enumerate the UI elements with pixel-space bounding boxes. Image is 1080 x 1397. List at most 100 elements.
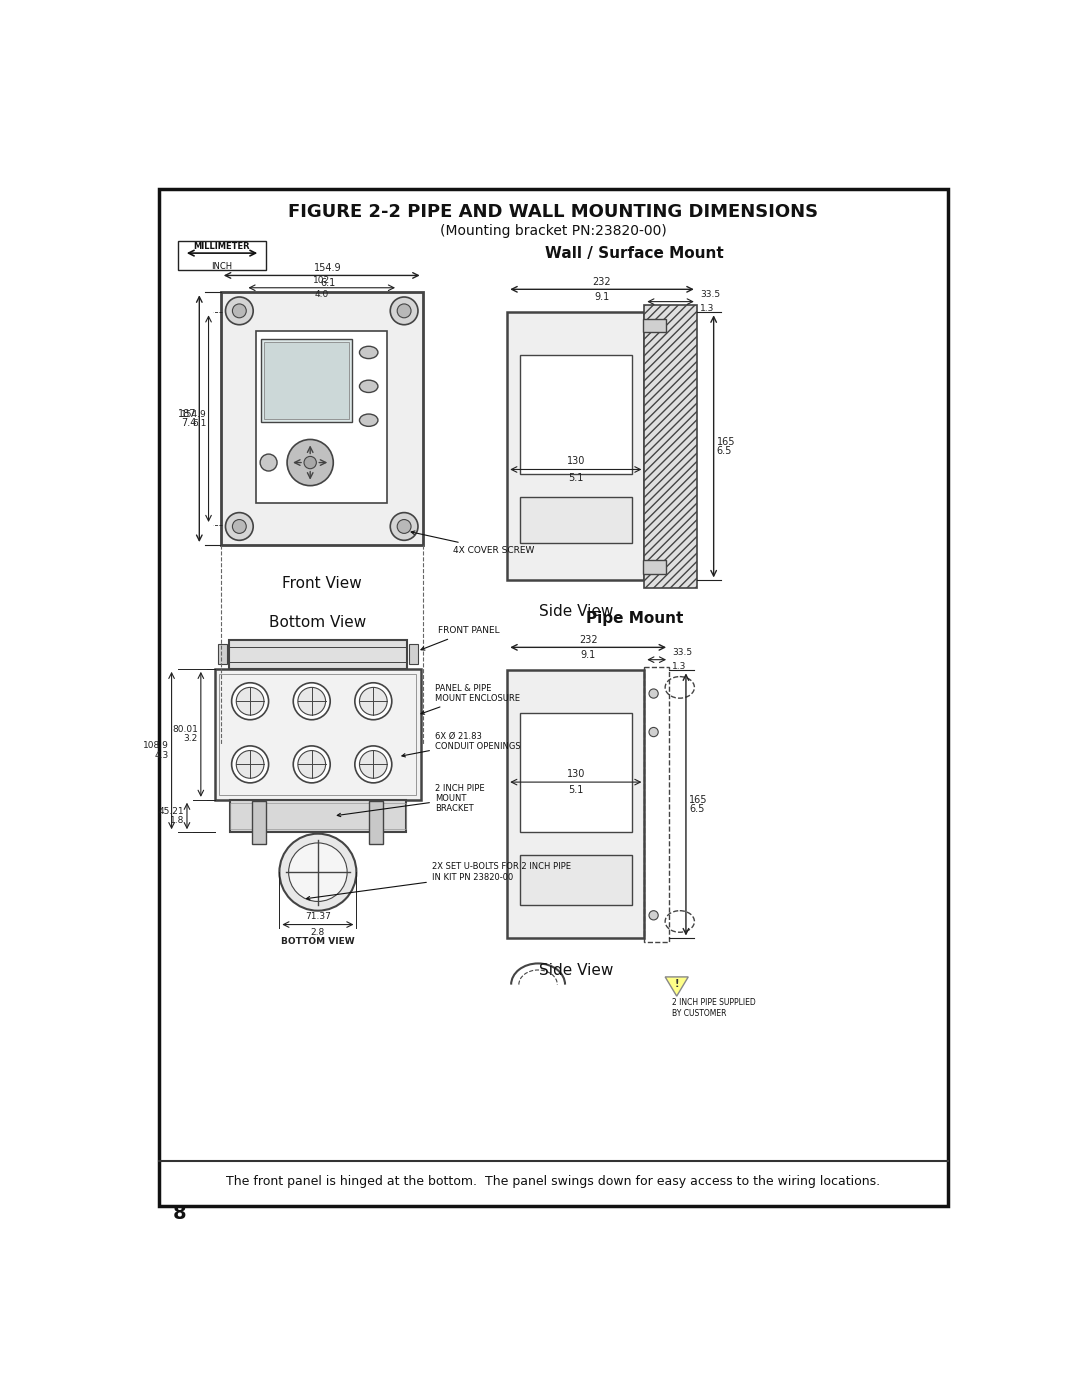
Bar <box>519 855 632 905</box>
Circle shape <box>298 750 325 778</box>
Text: 6.1: 6.1 <box>192 419 207 427</box>
Text: 6.1: 6.1 <box>321 278 336 288</box>
Text: 1.8: 1.8 <box>170 816 184 826</box>
Bar <box>519 712 632 833</box>
Text: 6.5: 6.5 <box>717 446 732 455</box>
Circle shape <box>294 746 330 782</box>
Text: 187: 187 <box>178 409 197 419</box>
Bar <box>369 802 383 844</box>
Text: 4.3: 4.3 <box>154 750 168 760</box>
Text: 154.9: 154.9 <box>181 409 207 419</box>
Text: 232: 232 <box>579 636 597 645</box>
Text: PANEL & PIPE
MOUNT ENCLOSURE: PANEL & PIPE MOUNT ENCLOSURE <box>421 685 519 714</box>
Text: 33.5: 33.5 <box>672 648 692 658</box>
Text: 165: 165 <box>717 437 735 447</box>
Text: Side View: Side View <box>539 604 613 619</box>
Text: FIGURE 2-2 PIPE AND WALL MOUNTING DIMENSIONS: FIGURE 2-2 PIPE AND WALL MOUNTING DIMENS… <box>288 204 819 221</box>
Bar <box>230 803 406 828</box>
Bar <box>519 497 632 543</box>
Text: 2.8: 2.8 <box>311 928 325 936</box>
Circle shape <box>237 687 264 715</box>
Circle shape <box>360 750 387 778</box>
Text: BOTTOM VIEW: BOTTOM VIEW <box>281 937 354 946</box>
Circle shape <box>237 750 264 778</box>
Bar <box>253 802 267 844</box>
Text: 1.3: 1.3 <box>700 305 714 313</box>
Bar <box>215 669 421 800</box>
Text: 130: 130 <box>567 768 585 780</box>
Text: Pipe Mount: Pipe Mount <box>585 610 683 626</box>
Text: 102: 102 <box>313 277 330 285</box>
Circle shape <box>232 305 246 317</box>
Text: 108.9: 108.9 <box>143 742 168 750</box>
Circle shape <box>390 513 418 541</box>
Bar <box>229 640 407 669</box>
Ellipse shape <box>360 414 378 426</box>
Text: 130: 130 <box>567 457 585 467</box>
Text: 4.0: 4.0 <box>314 291 328 299</box>
Bar <box>230 800 406 833</box>
Text: 33.5: 33.5 <box>700 291 720 299</box>
Bar <box>519 355 632 474</box>
Polygon shape <box>665 977 688 996</box>
Circle shape <box>355 683 392 719</box>
Bar <box>645 305 697 588</box>
Text: 8: 8 <box>173 1204 187 1222</box>
Circle shape <box>226 513 253 541</box>
Bar <box>508 313 645 580</box>
Bar <box>220 292 422 545</box>
Circle shape <box>298 687 325 715</box>
Text: Bottom View: Bottom View <box>269 615 366 630</box>
Text: 165: 165 <box>689 795 707 805</box>
Text: 9.1: 9.1 <box>581 650 596 659</box>
Circle shape <box>288 842 347 901</box>
Text: 71.37: 71.37 <box>305 912 330 922</box>
Text: Side View: Side View <box>539 964 613 978</box>
Ellipse shape <box>360 380 378 393</box>
Circle shape <box>231 683 269 719</box>
Text: FRONT PANEL: FRONT PANEL <box>421 626 500 650</box>
Circle shape <box>280 834 356 911</box>
Circle shape <box>260 454 278 471</box>
Circle shape <box>390 298 418 324</box>
Text: 6.5: 6.5 <box>689 805 704 814</box>
Circle shape <box>355 746 392 782</box>
Text: 7.4: 7.4 <box>180 418 197 429</box>
Text: 2 INCH PIPE SUPPLIED
BY CUSTOMER: 2 INCH PIPE SUPPLIED BY CUSTOMER <box>672 999 756 1018</box>
Circle shape <box>649 728 658 736</box>
Circle shape <box>232 520 246 534</box>
Text: 9.1: 9.1 <box>594 292 609 302</box>
Circle shape <box>649 689 658 698</box>
Text: 4X COVER SCREW: 4X COVER SCREW <box>411 531 535 555</box>
Text: (Mounting bracket PN:23820-00): (Mounting bracket PN:23820-00) <box>441 224 666 237</box>
Text: 1.3: 1.3 <box>672 662 687 671</box>
Bar <box>218 644 227 665</box>
Text: INCH: INCH <box>211 261 232 271</box>
Bar <box>408 644 418 665</box>
Text: MILLIMETER: MILLIMETER <box>193 242 249 251</box>
Bar <box>261 338 352 422</box>
Text: Wall / Surface Mount: Wall / Surface Mount <box>545 246 724 261</box>
Text: !: ! <box>674 979 679 989</box>
Bar <box>178 240 267 270</box>
Text: 3.2: 3.2 <box>184 735 198 743</box>
Text: The front panel is hinged at the bottom.  The panel swings down for easy access : The front panel is hinged at the bottom.… <box>227 1175 880 1187</box>
Bar <box>643 560 666 574</box>
Circle shape <box>360 687 387 715</box>
Text: 2X SET U-BOLTS FOR 2 INCH PIPE
IN KIT PN 23820-00: 2X SET U-BOLTS FOR 2 INCH PIPE IN KIT PN… <box>307 862 571 900</box>
Ellipse shape <box>360 346 378 359</box>
Circle shape <box>231 746 269 782</box>
Circle shape <box>294 683 330 719</box>
Text: 6X Ø 21.83
CONDUIT OPENINGS: 6X Ø 21.83 CONDUIT OPENINGS <box>402 732 521 757</box>
Text: 154.9: 154.9 <box>314 263 341 274</box>
Text: 2 INCH PIPE
MOUNT
BRACKET: 2 INCH PIPE MOUNT BRACKET <box>337 784 485 817</box>
Circle shape <box>397 520 411 534</box>
Text: 232: 232 <box>593 277 611 286</box>
Bar <box>219 673 417 795</box>
Text: 45.21: 45.21 <box>159 807 184 816</box>
Bar <box>645 666 669 942</box>
Text: 5.1: 5.1 <box>568 472 583 482</box>
Bar <box>264 342 349 419</box>
Text: Front View: Front View <box>282 576 362 591</box>
Circle shape <box>226 298 253 324</box>
